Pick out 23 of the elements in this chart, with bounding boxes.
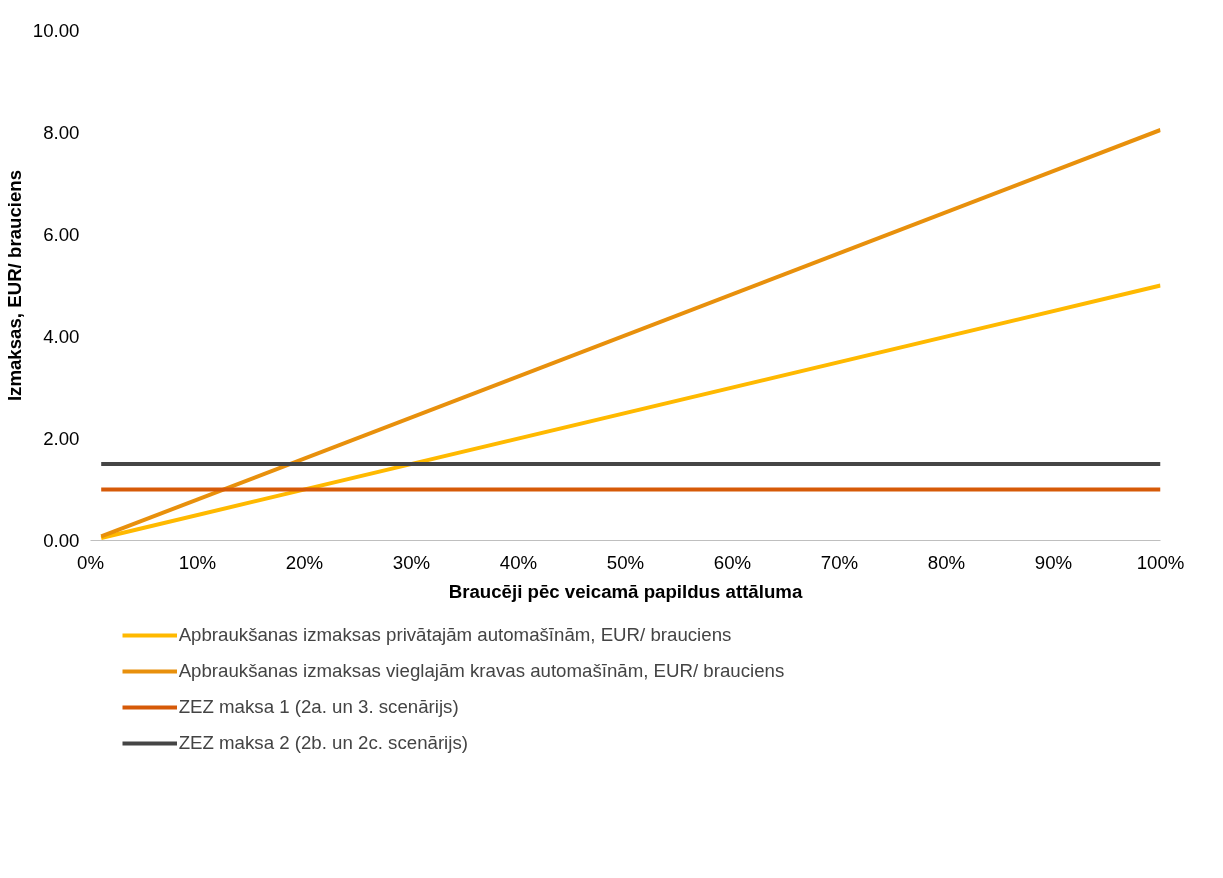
legend-label: Apbraukšanas izmaksas vieglajām kravas automašīnām, EUR/ brauciens <box>178 660 785 682</box>
y-tick-label: 10.00 <box>32 20 80 41</box>
x-axis-title: Braucēji pēc veicamā papildus attāluma <box>448 580 803 602</box>
x-tick-label: 90% <box>1034 551 1073 573</box>
x-tick-label: 60% <box>713 551 752 573</box>
x-tick-label: 30% <box>392 551 431 573</box>
x-tick-label: 50% <box>606 551 645 573</box>
legend-label: ZEZ maksa 2 (2b. un 2c. scenārijs) <box>178 732 468 754</box>
legend-label: Apbraukšanas izmaksas privātajām automašīnām, EUR/ brauciens <box>178 624 732 646</box>
x-tick-label: 80% <box>927 551 966 573</box>
x-tick-label: 100% <box>1136 551 1185 573</box>
y-tick-label: 8.00 <box>43 122 80 143</box>
y-tick-label: 0.00 <box>43 530 80 551</box>
x-tick-label: 70% <box>820 551 859 573</box>
y-tick-label: 4.00 <box>43 326 80 347</box>
y-tick-label: 6.00 <box>43 224 80 245</box>
x-tick-label: 20% <box>285 551 324 573</box>
legend-label: ZEZ maksa 1 (2a. un 3. scenārijs) <box>178 696 459 718</box>
y-tick-label: 2.00 <box>43 428 80 449</box>
x-tick-label: 0% <box>77 551 104 573</box>
x-tick-label: 10% <box>178 551 217 573</box>
y-axis-title: Izmaksas, EUR/ brauciens <box>3 169 25 402</box>
x-tick-label: 40% <box>499 551 538 573</box>
